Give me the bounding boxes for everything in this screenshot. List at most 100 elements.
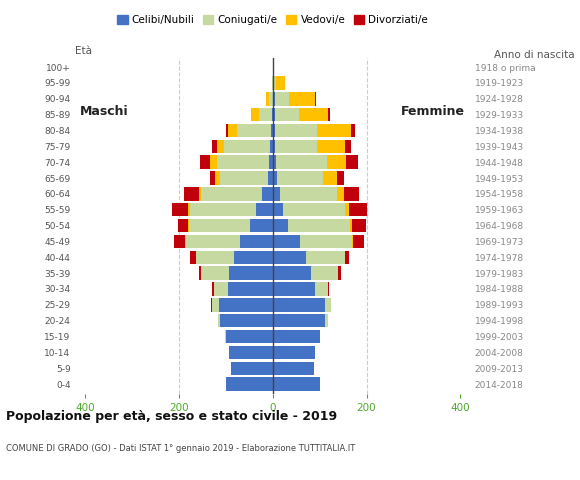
Text: Anno di nascita: Anno di nascita [494,50,574,60]
Bar [230,346,273,359]
Bar [273,266,311,280]
Bar [325,298,331,312]
Bar [274,76,276,90]
Bar [199,187,201,201]
Bar [277,171,323,185]
Bar [218,314,220,327]
Bar [271,108,273,121]
Bar [273,330,320,343]
Bar [190,203,256,216]
Bar [210,156,217,169]
Bar [288,219,350,232]
Bar [325,314,328,327]
Bar [328,282,329,296]
Bar [280,187,337,201]
Bar [175,235,185,248]
Bar [250,219,273,232]
Bar [273,361,314,375]
Bar [228,282,273,296]
Bar [345,251,349,264]
Bar [226,330,273,343]
Bar [211,298,212,312]
Bar [350,219,352,232]
Bar [273,92,275,106]
Bar [201,187,262,201]
Bar [219,298,273,312]
Bar [276,156,327,169]
Bar [230,266,273,280]
Bar [306,251,345,264]
Bar [252,108,259,121]
Text: COMUNE DI GRADO (GO) - Dati ISTAT 1° gennaio 2019 - Elaborazione TUTTITALIA.IT: COMUNE DI GRADO (GO) - Dati ISTAT 1° gen… [6,444,355,453]
Text: Maschi: Maschi [80,105,129,118]
Bar [317,124,351,137]
Bar [273,124,275,137]
Bar [228,124,237,137]
Bar [270,140,273,153]
Bar [352,219,366,232]
Bar [338,266,340,280]
Legend: Celibi/Nubili, Coniugati/e, Vedovi/e, Divorziati/e: Celibi/Nubili, Coniugati/e, Vedovi/e, Di… [113,11,432,29]
Bar [289,92,315,106]
Bar [224,330,226,343]
Bar [273,314,325,327]
Bar [231,361,273,375]
Bar [184,187,199,201]
Bar [177,219,188,232]
Bar [273,156,276,169]
Bar [275,140,317,153]
Bar [273,251,306,264]
Bar [226,124,228,137]
Bar [186,235,240,248]
Bar [273,298,325,312]
Bar [234,251,273,264]
Bar [345,203,349,216]
Bar [317,140,345,153]
Bar [275,92,289,106]
Bar [199,266,201,280]
Bar [351,124,355,137]
Bar [269,92,273,106]
Bar [220,171,268,185]
Bar [240,235,273,248]
Bar [315,92,316,106]
Bar [214,282,228,296]
Bar [220,314,273,327]
Bar [276,76,285,90]
Bar [201,266,230,280]
Bar [224,140,270,153]
Bar [327,156,346,169]
Bar [311,266,338,280]
Bar [212,282,214,296]
Bar [299,108,328,121]
Bar [256,203,273,216]
Bar [323,171,338,185]
Bar [353,235,364,248]
Bar [269,156,273,169]
Bar [344,187,359,201]
Bar [185,235,186,248]
Bar [188,219,189,232]
Bar [300,235,353,248]
Bar [345,140,351,153]
Bar [172,203,188,216]
Bar [328,108,330,121]
Bar [273,377,320,391]
Bar [273,140,275,153]
Text: Età: Età [75,46,92,56]
Bar [275,124,317,137]
Bar [268,171,273,185]
Bar [259,108,271,121]
Bar [215,171,220,185]
Bar [212,140,217,153]
Text: Femmine: Femmine [401,105,465,118]
Bar [349,203,368,216]
Bar [273,346,315,359]
Bar [273,203,283,216]
Bar [271,124,273,137]
Bar [273,108,275,121]
Bar [273,171,277,185]
Bar [315,282,328,296]
Bar [266,92,269,106]
Bar [275,108,299,121]
